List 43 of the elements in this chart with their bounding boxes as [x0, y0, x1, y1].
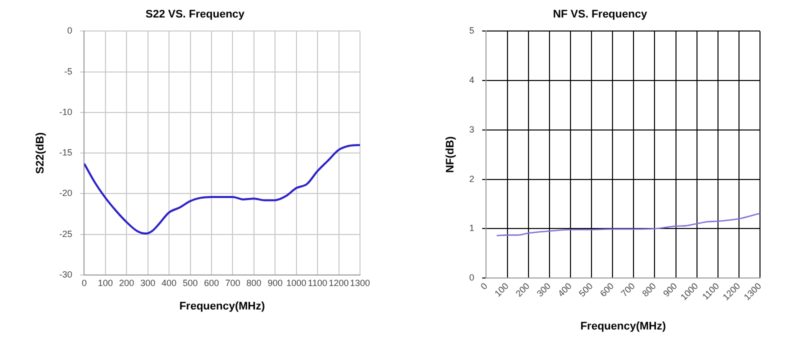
x-tick-label: 500 — [182, 278, 198, 288]
y-axis-title: S22(dB) — [34, 132, 47, 174]
x-tick-label: 400 — [162, 278, 177, 288]
line-series — [496, 212, 760, 236]
x-axis-title: Frequency(MHz) — [179, 300, 266, 312]
y-tick-label: 2 — [469, 174, 474, 184]
x-tick-label: 100 — [98, 278, 113, 288]
x-tick-label: 800 — [246, 278, 262, 288]
x-tick-label: 300 — [534, 280, 553, 299]
y-tick-label: -30 — [59, 269, 72, 280]
x-tick-label: 600 — [598, 280, 616, 299]
x-tick-label: 400 — [556, 280, 574, 299]
y-tick-label: -5 — [64, 66, 72, 76]
x-tick-label: 200 — [119, 278, 134, 288]
y-axis-title: NF(dB) — [444, 136, 457, 173]
y-tick-label: -20 — [59, 188, 72, 198]
x-axis-title: Frequency(MHz) — [580, 320, 666, 332]
x-tick-label: 200 — [514, 280, 532, 299]
x-tick-label: 100 — [492, 280, 510, 299]
x-tick-label: 700 — [225, 278, 240, 288]
y-tick-label: 4 — [469, 75, 474, 86]
chart-title: S22 VS. Frequency — [145, 8, 246, 21]
x-tick-label: 1200 — [328, 278, 349, 288]
x-tick-label: 900 — [268, 278, 283, 288]
x-tick-label: 300 — [140, 278, 156, 288]
x-tick-label: 600 — [204, 278, 220, 288]
x-tick-label: 0 — [478, 280, 490, 292]
x-tick-label: 1100 — [308, 278, 328, 288]
y-tick-label: -10 — [59, 106, 72, 117]
y-tick-label: -15 — [59, 148, 72, 158]
x-tick-label: 1000 — [286, 278, 306, 288]
x-tick-label: 500 — [576, 280, 595, 299]
y-tick-label: 5 — [469, 26, 474, 36]
chart-title: NF VS. Frequency — [552, 8, 648, 21]
y-tick-label: -25 — [59, 228, 72, 239]
x-tick-label: 900 — [661, 280, 679, 299]
y-tick-label: 1 — [469, 223, 474, 234]
x-tick-label: 700 — [619, 280, 637, 299]
x-tick-label: 0 — [82, 278, 87, 288]
x-tick-label: 1300 — [350, 278, 370, 288]
y-tick-label: 3 — [469, 124, 474, 134]
x-tick-label: 800 — [640, 280, 658, 299]
y-tick-label: 0 — [67, 26, 72, 36]
